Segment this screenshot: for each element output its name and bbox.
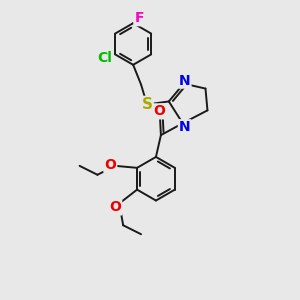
Text: N: N — [179, 120, 190, 134]
Text: O: O — [153, 104, 165, 118]
Text: N: N — [179, 74, 190, 88]
Text: F: F — [134, 11, 144, 25]
Text: O: O — [109, 200, 121, 214]
Text: S: S — [142, 97, 152, 112]
Text: Cl: Cl — [97, 51, 112, 65]
Text: O: O — [104, 158, 116, 172]
